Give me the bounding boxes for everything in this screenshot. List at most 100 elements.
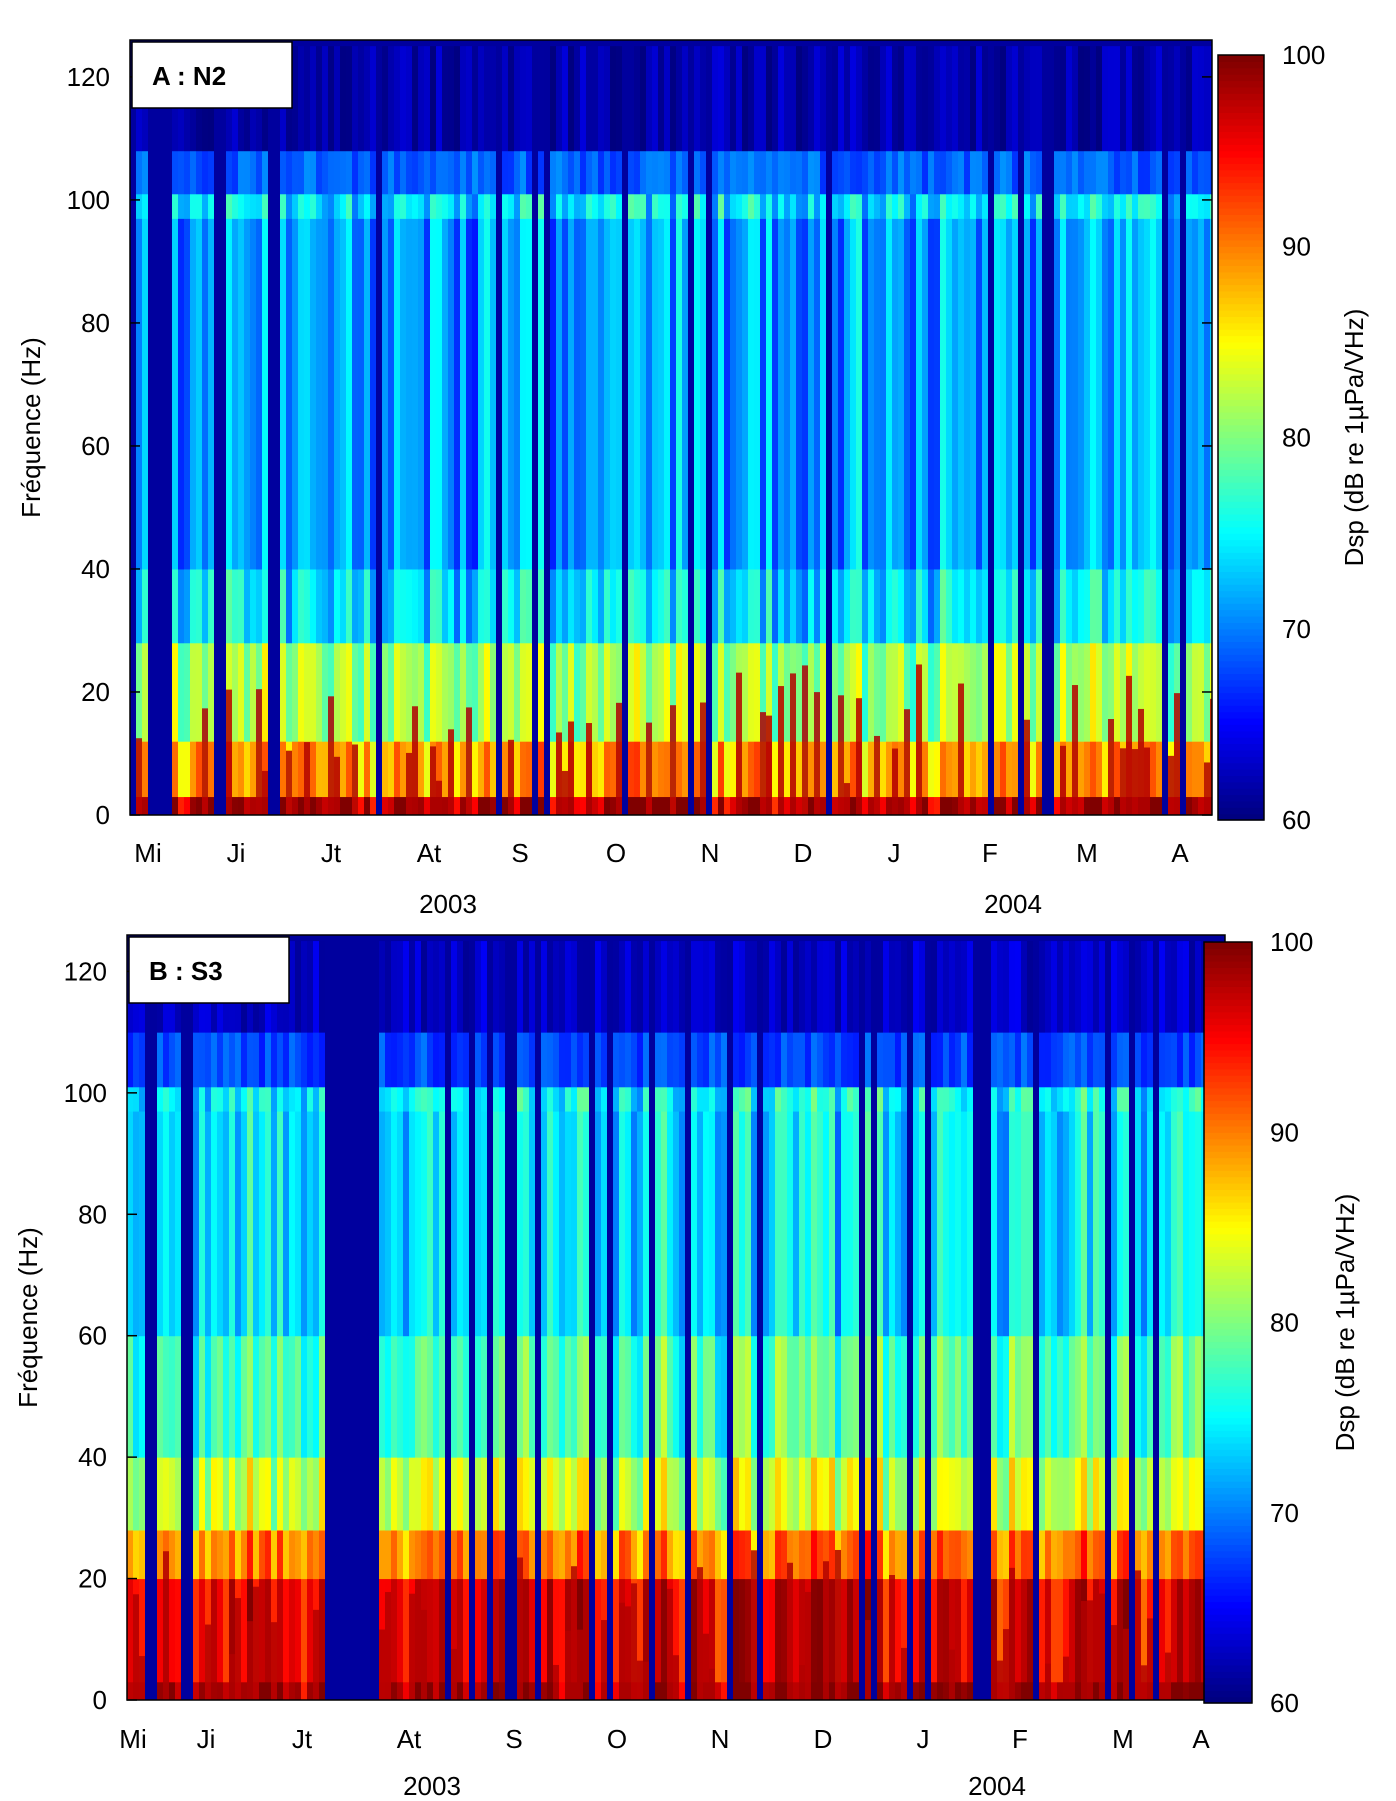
spectrogram-cell bbox=[850, 568, 856, 644]
spectrogram-cell bbox=[1081, 1086, 1087, 1112]
x-tick-label: S bbox=[511, 838, 528, 868]
spectrogram-cell bbox=[499, 1086, 505, 1112]
colorbar-segment bbox=[1204, 1354, 1252, 1362]
colorbar-segment bbox=[1218, 86, 1264, 94]
colorbar-segment bbox=[1218, 469, 1264, 477]
spectrogram-cell bbox=[520, 568, 526, 644]
spectrogram-cell bbox=[346, 568, 352, 644]
spectrogram-cell bbox=[1120, 748, 1126, 815]
spectrogram-cell bbox=[721, 941, 727, 1033]
spectrogram-cell bbox=[313, 1457, 319, 1531]
spectrogram-cell bbox=[919, 1457, 925, 1531]
spectrogram-cell bbox=[481, 1578, 487, 1683]
spectrogram-cell bbox=[736, 150, 742, 195]
spectrogram-cell bbox=[829, 1681, 835, 1700]
spectrogram-cell bbox=[796, 218, 802, 570]
spectrogram-cell bbox=[394, 642, 400, 742]
spectrogram-cell bbox=[772, 796, 778, 815]
spectrogram-cell bbox=[157, 1530, 163, 1580]
spectrogram-cell bbox=[805, 1032, 811, 1088]
spectrogram-cell bbox=[721, 1086, 727, 1112]
spectrogram-cell bbox=[493, 1530, 499, 1580]
spectrogram-cell bbox=[409, 1086, 415, 1112]
spectrogram-cell bbox=[415, 1578, 421, 1683]
spectrogram-cell bbox=[754, 150, 760, 195]
spectrogram-cell bbox=[484, 741, 490, 798]
spectrogram-cell bbox=[559, 1032, 565, 1088]
spectrogram-cell bbox=[883, 941, 889, 1033]
colorbar-segment bbox=[1204, 992, 1252, 1000]
spectrogram-cell bbox=[595, 1530, 601, 1580]
spectrogram-cell bbox=[946, 218, 952, 570]
spectrogram-cell bbox=[937, 1086, 943, 1112]
spectrogram-cell bbox=[991, 1086, 997, 1112]
spectrogram-cell bbox=[763, 1086, 769, 1112]
spectrogram-cell bbox=[1096, 46, 1102, 152]
spectrogram-cell bbox=[391, 1578, 397, 1683]
spectrogram-cell bbox=[940, 218, 946, 570]
spectrogram-cell bbox=[397, 1032, 403, 1088]
spectrogram-cell bbox=[613, 1681, 619, 1700]
spectrogram-cell bbox=[601, 1032, 607, 1088]
spectrogram-cell bbox=[283, 1530, 289, 1580]
y-tick-label: 20 bbox=[78, 1564, 107, 1594]
spectrogram-cell bbox=[1003, 1032, 1009, 1088]
spectrogram-cell bbox=[568, 46, 574, 152]
spectrogram-cell bbox=[835, 941, 841, 1033]
spectrogram-cell bbox=[319, 1530, 325, 1580]
spectrogram-cell bbox=[775, 1111, 781, 1337]
spectrogram-cell bbox=[481, 1530, 487, 1580]
spectrogram-cell bbox=[766, 642, 772, 742]
spectrogram-cell bbox=[259, 1530, 265, 1580]
spectrogram-cell bbox=[673, 1655, 679, 1700]
spectrogram-cell bbox=[1165, 1086, 1171, 1112]
spectrogram-cell bbox=[910, 796, 916, 815]
spectrogram-cell bbox=[1078, 150, 1084, 195]
spectrogram-cell bbox=[775, 1335, 781, 1458]
spectrogram-cell bbox=[178, 568, 184, 644]
spectrogram-cell bbox=[901, 1457, 907, 1531]
spectrogram-cell bbox=[313, 1530, 319, 1580]
spectrogram-cell bbox=[1150, 568, 1156, 644]
spectrogram-cell bbox=[601, 1620, 607, 1700]
colorbar-segment bbox=[1218, 182, 1264, 190]
spectrogram-cell bbox=[1039, 1032, 1045, 1088]
spectrogram-cell bbox=[196, 218, 202, 570]
spectrogram-cell bbox=[955, 1681, 961, 1700]
spectrogram-cell bbox=[892, 150, 898, 195]
spectrogram-cell bbox=[418, 150, 424, 195]
spectrogram-cell bbox=[163, 1111, 169, 1337]
spectrogram-cell bbox=[139, 1032, 145, 1088]
spectrogram-cell bbox=[931, 1111, 937, 1337]
spectrogram-cell bbox=[1171, 1530, 1177, 1580]
spectrogram-cell bbox=[523, 1032, 529, 1088]
spectrogram-cell bbox=[1135, 1530, 1141, 1580]
spectrogram-cell bbox=[340, 568, 346, 644]
spectrogram-cell bbox=[508, 150, 514, 195]
spectrogram-cell bbox=[586, 150, 592, 195]
spectrogram-cell bbox=[1072, 218, 1078, 570]
spectrogram-cell bbox=[1111, 1032, 1117, 1088]
spectrogram-cell bbox=[592, 193, 598, 219]
spectrogram-cell bbox=[1000, 796, 1006, 815]
spectrogram-cell bbox=[1087, 1600, 1093, 1700]
spectrogram-cell bbox=[1135, 1111, 1141, 1337]
colorbar-segment bbox=[1218, 520, 1264, 528]
spectrogram-cell bbox=[379, 1335, 385, 1458]
spectrogram-cell bbox=[484, 46, 490, 152]
spectrogram-cell bbox=[739, 1111, 745, 1337]
x-tick-label: J bbox=[888, 838, 901, 868]
spectrogram-cell bbox=[643, 1457, 649, 1531]
spectrogram-cell bbox=[934, 218, 940, 570]
spectrogram-cell bbox=[475, 1530, 481, 1580]
spectrogram-cell bbox=[1150, 741, 1156, 798]
spectrogram-cell bbox=[1198, 218, 1204, 570]
spectrogram-cell bbox=[913, 1578, 919, 1683]
spectrogram-cell bbox=[562, 741, 568, 798]
spectrogram-cell bbox=[1006, 741, 1012, 798]
spectrogram-cell bbox=[163, 1335, 169, 1458]
spectrogram-cell bbox=[136, 738, 142, 815]
spectrogram-cell bbox=[643, 1530, 649, 1580]
spectrogram-cell bbox=[1012, 46, 1018, 152]
spectrogram-cell bbox=[805, 1591, 811, 1700]
